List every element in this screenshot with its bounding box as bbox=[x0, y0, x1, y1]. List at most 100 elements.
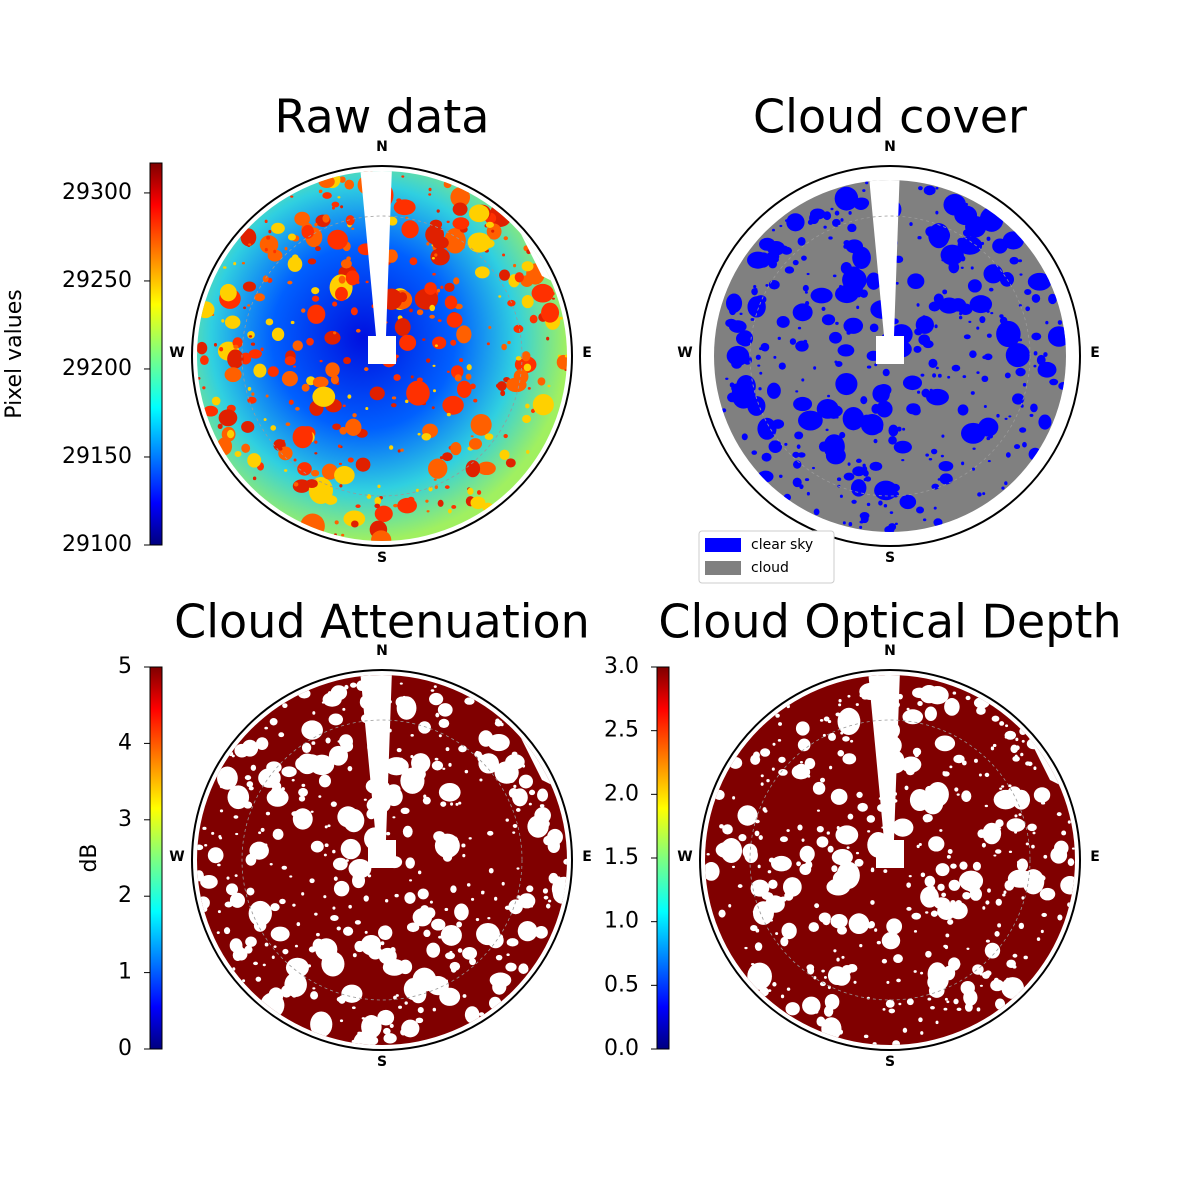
blob bbox=[501, 881, 505, 886]
blob bbox=[429, 304, 436, 312]
blob bbox=[263, 418, 267, 421]
blob bbox=[917, 701, 923, 707]
blob bbox=[1018, 338, 1023, 342]
blob bbox=[288, 399, 294, 405]
blob bbox=[465, 373, 472, 380]
blob bbox=[345, 270, 360, 286]
blob bbox=[797, 738, 811, 752]
blob bbox=[313, 761, 317, 765]
blob bbox=[988, 434, 994, 439]
blob bbox=[839, 494, 843, 498]
blob bbox=[283, 469, 288, 472]
blob bbox=[417, 888, 429, 900]
blob bbox=[944, 997, 948, 1001]
blob bbox=[1019, 727, 1027, 736]
blob bbox=[268, 987, 284, 1004]
blob bbox=[321, 701, 325, 704]
blob bbox=[926, 685, 949, 705]
blob bbox=[920, 373, 925, 377]
blob bbox=[842, 736, 850, 742]
blob bbox=[454, 903, 469, 921]
colorbar-tick-label: 29100 bbox=[62, 532, 132, 557]
blob bbox=[839, 284, 843, 289]
blob bbox=[452, 202, 468, 216]
blob bbox=[728, 903, 732, 908]
blob bbox=[834, 186, 859, 211]
gridline-circle bbox=[241, 215, 523, 497]
blob bbox=[1033, 787, 1051, 803]
blob bbox=[957, 404, 969, 416]
blob bbox=[539, 804, 545, 808]
blob bbox=[312, 987, 316, 990]
direction-west: W bbox=[677, 345, 692, 361]
blob bbox=[866, 691, 870, 695]
blob bbox=[316, 932, 320, 937]
blob bbox=[1008, 415, 1012, 418]
blob bbox=[389, 1023, 394, 1029]
blob bbox=[229, 780, 234, 785]
blob bbox=[842, 753, 857, 765]
blob bbox=[240, 228, 257, 247]
blob bbox=[873, 438, 878, 444]
blob bbox=[307, 258, 317, 265]
blob bbox=[324, 330, 341, 345]
blob bbox=[1012, 755, 1020, 762]
blob bbox=[518, 893, 536, 909]
blob bbox=[488, 325, 492, 329]
blob bbox=[935, 186, 939, 190]
blob bbox=[478, 1012, 485, 1017]
blob bbox=[889, 511, 894, 515]
blob bbox=[340, 205, 344, 209]
blob bbox=[744, 847, 758, 864]
blob bbox=[400, 448, 404, 452]
blob bbox=[813, 976, 817, 980]
blob bbox=[217, 423, 223, 429]
blob bbox=[382, 958, 406, 976]
legend-swatch bbox=[705, 561, 741, 575]
colorbar-tick-label: 0 bbox=[118, 1036, 132, 1061]
blob bbox=[251, 392, 255, 396]
blob bbox=[281, 371, 298, 387]
colorbar-tick-label: 2 bbox=[118, 883, 132, 908]
blob bbox=[757, 417, 777, 440]
blob bbox=[963, 334, 971, 340]
blob bbox=[821, 306, 826, 311]
blob bbox=[1010, 744, 1019, 754]
blob bbox=[494, 719, 503, 727]
blob bbox=[323, 1029, 327, 1033]
blob bbox=[447, 508, 452, 514]
blob bbox=[200, 874, 218, 889]
blob bbox=[836, 477, 842, 482]
blob bbox=[446, 312, 463, 328]
blob bbox=[933, 897, 951, 910]
blob bbox=[1027, 761, 1033, 767]
blob bbox=[836, 826, 840, 830]
blob bbox=[311, 469, 320, 477]
blob bbox=[433, 389, 437, 393]
blob bbox=[556, 354, 567, 370]
blob bbox=[323, 853, 327, 857]
blob bbox=[911, 406, 921, 416]
blob bbox=[444, 282, 455, 293]
blob bbox=[855, 197, 870, 209]
blob bbox=[351, 1039, 355, 1044]
blob bbox=[298, 795, 306, 802]
colorbar-tick-label: 29250 bbox=[62, 268, 132, 293]
blob bbox=[428, 193, 432, 196]
blob bbox=[1018, 813, 1022, 816]
blob bbox=[944, 698, 960, 716]
blob bbox=[432, 272, 436, 276]
blob bbox=[780, 994, 785, 999]
mast bbox=[868, 180, 904, 364]
blob bbox=[459, 358, 464, 363]
blob bbox=[789, 338, 797, 345]
blob bbox=[339, 176, 346, 183]
blob bbox=[973, 697, 990, 709]
blob bbox=[920, 971, 924, 975]
blob bbox=[935, 210, 939, 215]
blob bbox=[925, 453, 929, 457]
blob bbox=[500, 390, 506, 397]
blob bbox=[424, 282, 437, 295]
blob bbox=[821, 969, 825, 973]
blob bbox=[1031, 332, 1042, 341]
